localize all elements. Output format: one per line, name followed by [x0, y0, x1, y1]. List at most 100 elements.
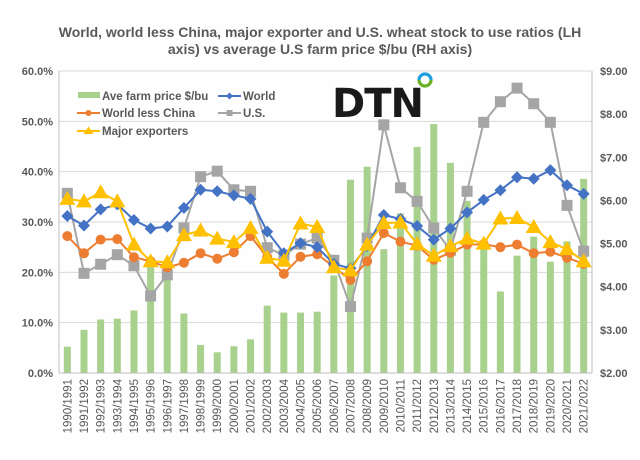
right-axis-tick-label: $6.00 [600, 195, 628, 207]
x-axis-tick-label: 2012/2013 [429, 379, 441, 433]
data-point [559, 241, 576, 256]
data-point [78, 267, 90, 279]
price-bar [446, 162, 454, 373]
data-point [409, 236, 426, 251]
price-bar [247, 339, 255, 373]
x-axis-tick-label: 1991/1992 [79, 379, 91, 433]
x-axis-tick-label: 2019/2020 [545, 379, 557, 433]
legend-item[interactable]: World less China [77, 108, 196, 120]
x-axis-tick-label: 1997/1998 [179, 379, 191, 433]
data-point [178, 257, 189, 268]
price-bar [546, 261, 554, 373]
data-point [495, 242, 506, 253]
chart-title-line-2: axis) vs average U.S farm price $/bu (RH… [167, 41, 473, 57]
data-point [177, 201, 190, 214]
data-point [112, 234, 123, 245]
data-point [144, 222, 157, 235]
price-bar [363, 166, 371, 373]
data-point [494, 96, 506, 108]
left-axis-tick-label: 60.0% [22, 66, 53, 78]
x-axis-tick-label: 2000/2001 [229, 379, 241, 433]
data-point [311, 241, 324, 254]
legend-item[interactable]: Major exporters [77, 126, 188, 138]
legend-label: U.S. [243, 108, 265, 120]
legend-marker [83, 126, 94, 134]
data-point [125, 236, 142, 251]
bar-series [63, 124, 588, 374]
data-point [425, 247, 442, 262]
data-point [477, 193, 490, 206]
data-point [275, 252, 292, 267]
x-axis-tick-label: 2016/2017 [495, 379, 507, 433]
data-point [392, 214, 409, 229]
x-axis-tick-label: 2006/2007 [329, 379, 341, 433]
x-axis-tick-label: 2015/2016 [479, 379, 491, 433]
data-point [261, 225, 274, 238]
price-bar [580, 178, 588, 373]
data-point [128, 252, 139, 263]
price-bar [63, 346, 71, 373]
series-world [61, 164, 590, 275]
data-point [278, 268, 289, 279]
price-bar [463, 200, 471, 373]
price-bar [113, 318, 121, 373]
data-point [294, 237, 307, 250]
data-point [127, 213, 140, 226]
x-axis-tick-label: 2021/2022 [579, 379, 591, 433]
legend-item[interactable]: World [218, 91, 275, 103]
data-point [145, 290, 157, 302]
legend-label: Major exporters [102, 126, 188, 138]
data-point [378, 119, 390, 131]
data-point [161, 220, 174, 233]
data-point [225, 234, 242, 249]
data-point [528, 248, 539, 259]
x-axis-tick-label: 1999/2000 [212, 379, 224, 433]
chart-title: World, world less China, major exporter … [0, 24, 640, 58]
price-bar [180, 313, 188, 373]
data-point [295, 251, 306, 262]
data-point [242, 220, 259, 235]
data-point [195, 171, 207, 183]
data-point [309, 219, 326, 234]
dtn-logo-ring-blue [417, 72, 433, 81]
data-point [344, 301, 356, 313]
data-point [544, 116, 556, 128]
price-bar [313, 311, 321, 373]
data-point [461, 185, 473, 197]
x-axis-tick-label: 2007/2008 [345, 379, 357, 433]
x-axis-tick-label: 2017/2018 [512, 379, 524, 433]
data-point [395, 236, 406, 247]
legend-item[interactable]: Ave farm price $/bu [78, 91, 208, 103]
data-point [577, 187, 590, 200]
data-point [544, 164, 557, 177]
data-point [362, 256, 373, 267]
legend-swatch [78, 92, 100, 98]
x-axis-tick-label: 2010/2011 [395, 379, 407, 433]
legend-marker [226, 110, 233, 116]
price-bar [413, 146, 421, 373]
x-axis-tick-label: 2009/2010 [379, 379, 391, 433]
x-axis-tick-label: 2004/2005 [296, 379, 308, 433]
price-bar [330, 275, 338, 373]
x-axis-tick-label: 2008/2009 [362, 379, 374, 433]
data-point [95, 234, 106, 245]
data-point [542, 234, 559, 249]
x-axis-tick-label: 1995/1996 [146, 379, 158, 433]
axes: 0.0% 10.0% 20.0% 30.0% 40.0% 50.0% 60.0% $2.00 $… [22, 66, 628, 433]
data-point [561, 199, 573, 211]
legend-item[interactable]: U.S. [218, 108, 265, 120]
data-point [511, 82, 523, 94]
data-point [377, 208, 390, 221]
x-axis-tick-label: 2011/2012 [412, 379, 424, 433]
data-point [494, 184, 507, 197]
left-axis-tick-label: 0.0% [28, 368, 53, 380]
x-axis-tick-label: 2013/2014 [445, 378, 457, 433]
data-point [159, 254, 176, 269]
legend-label: World less China [102, 108, 196, 120]
data-point [212, 253, 223, 264]
data-point [194, 183, 207, 196]
series-major-exporters [59, 184, 592, 277]
data-point [325, 259, 342, 274]
data-point [342, 262, 359, 277]
data-point [211, 165, 223, 177]
